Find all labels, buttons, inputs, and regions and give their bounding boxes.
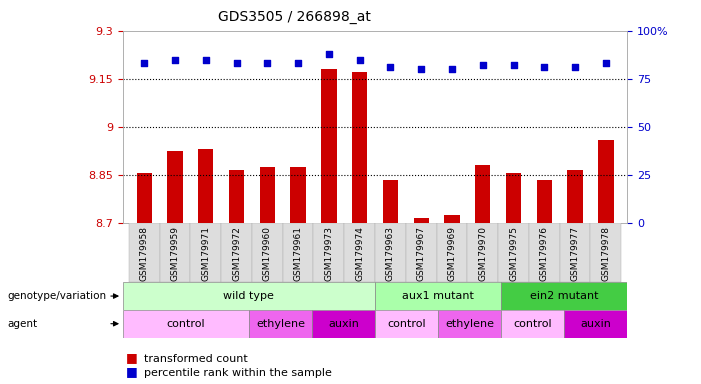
Bar [290, 167, 306, 223]
Bar [283, 223, 313, 282]
Bar [198, 149, 214, 223]
Bar [444, 215, 460, 223]
Text: auxin: auxin [580, 319, 611, 329]
Text: GSM179975: GSM179975 [509, 226, 518, 281]
Text: wild type: wild type [224, 291, 274, 301]
Point [170, 56, 181, 63]
Point [292, 60, 304, 66]
Bar [590, 223, 621, 282]
Bar [536, 179, 552, 223]
Point [231, 60, 242, 66]
Text: ein2 mutant: ein2 mutant [530, 291, 599, 301]
Bar [123, 282, 375, 310]
Text: control: control [513, 319, 552, 329]
Text: GSM179978: GSM179978 [601, 226, 611, 281]
Text: GDS3505 / 266898_at: GDS3505 / 266898_at [218, 10, 371, 23]
Point [416, 66, 427, 72]
Text: GSM179971: GSM179971 [201, 226, 210, 281]
Bar [344, 223, 375, 282]
Point [323, 51, 334, 57]
Text: agent: agent [7, 319, 37, 329]
Point [354, 56, 365, 63]
Point [508, 62, 519, 68]
Bar [123, 310, 249, 338]
Point [447, 66, 458, 72]
Bar [559, 223, 590, 282]
Bar [506, 173, 522, 223]
Bar [475, 165, 491, 223]
Text: ■: ■ [126, 365, 138, 378]
Text: ethylene: ethylene [256, 319, 305, 329]
Bar [168, 151, 183, 223]
Text: GSM179963: GSM179963 [386, 226, 395, 281]
Bar [352, 72, 367, 223]
Point [385, 64, 396, 70]
Bar [312, 310, 375, 338]
Bar [249, 310, 312, 338]
Text: GSM179972: GSM179972 [232, 226, 241, 281]
Text: GSM179960: GSM179960 [263, 226, 272, 281]
Bar [383, 179, 398, 223]
Bar [498, 223, 529, 282]
Bar [414, 218, 429, 223]
Point [261, 60, 273, 66]
Bar [438, 310, 501, 338]
Bar [501, 310, 564, 338]
Point [139, 60, 150, 66]
Point [538, 64, 550, 70]
Text: transformed count: transformed count [144, 354, 247, 364]
Bar [221, 223, 252, 282]
Text: GSM179974: GSM179974 [355, 226, 364, 281]
Text: ethylene: ethylene [445, 319, 494, 329]
Text: GSM179977: GSM179977 [571, 226, 580, 281]
Bar [468, 223, 498, 282]
Bar [160, 223, 191, 282]
Bar [229, 170, 244, 223]
Text: ■: ■ [126, 351, 138, 364]
Bar [375, 282, 501, 310]
Bar [375, 223, 406, 282]
Text: aux1 mutant: aux1 mutant [402, 291, 474, 301]
Bar [501, 282, 627, 310]
Point [600, 60, 611, 66]
Point [200, 56, 212, 63]
Text: GSM179976: GSM179976 [540, 226, 549, 281]
Bar [191, 223, 221, 282]
Bar [129, 223, 160, 282]
Text: GSM179967: GSM179967 [416, 226, 426, 281]
Text: GSM179970: GSM179970 [478, 226, 487, 281]
Bar [313, 223, 344, 282]
Bar [437, 223, 468, 282]
Bar [529, 223, 559, 282]
Text: GSM179958: GSM179958 [139, 226, 149, 281]
Point [477, 62, 489, 68]
Bar [406, 223, 437, 282]
Text: GSM179961: GSM179961 [294, 226, 303, 281]
Text: GSM179969: GSM179969 [447, 226, 456, 281]
Bar [137, 173, 152, 223]
Bar [321, 69, 336, 223]
Text: control: control [166, 319, 205, 329]
Text: GSM179973: GSM179973 [325, 226, 334, 281]
Text: GSM179959: GSM179959 [170, 226, 179, 281]
Bar [375, 310, 438, 338]
Bar [252, 223, 283, 282]
Bar [598, 139, 613, 223]
Text: auxin: auxin [328, 319, 359, 329]
Bar [259, 167, 275, 223]
Text: genotype/variation: genotype/variation [7, 291, 106, 301]
Bar [564, 310, 627, 338]
Text: control: control [387, 319, 426, 329]
Point [569, 64, 580, 70]
Bar [567, 170, 583, 223]
Text: percentile rank within the sample: percentile rank within the sample [144, 368, 332, 378]
